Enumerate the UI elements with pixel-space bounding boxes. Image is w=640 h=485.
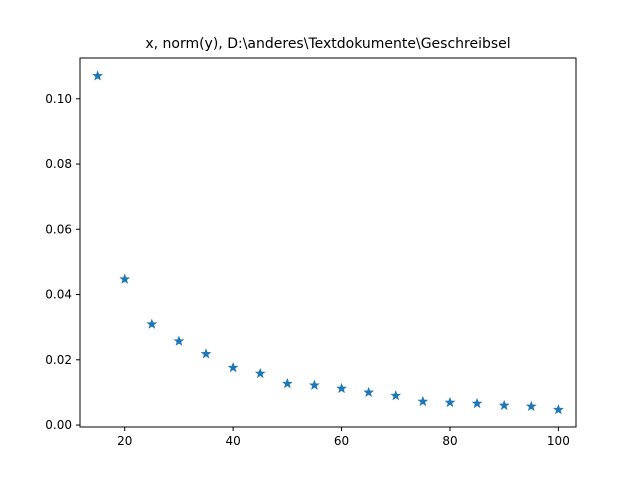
chart-title: x, norm(y), D:\anderes\Textdokumente\Ges… bbox=[145, 36, 510, 52]
plot-area: 20 40 60 80 100 0.00 0.02 0.04 0.06 0.08 0.10 bbox=[45, 57, 577, 448]
y-tick-label: 0.04 bbox=[45, 288, 72, 302]
data-point bbox=[92, 70, 104, 81]
data-point bbox=[254, 367, 266, 379]
data-point bbox=[552, 404, 564, 415]
data-point bbox=[227, 361, 239, 373]
x-tick-label: 100 bbox=[547, 434, 570, 448]
data-point bbox=[498, 399, 510, 411]
y-tick-label: 0.08 bbox=[45, 157, 72, 171]
y-tick-label: 0.02 bbox=[45, 353, 72, 367]
x-tick-label: 80 bbox=[442, 434, 457, 448]
data-point bbox=[417, 395, 429, 407]
x-tick-label: 60 bbox=[334, 434, 349, 448]
axes-frame bbox=[79, 57, 577, 428]
y-tick-label: 0.00 bbox=[45, 418, 72, 432]
data-point bbox=[363, 386, 375, 397]
data-point bbox=[281, 377, 293, 389]
data-point bbox=[146, 318, 158, 329]
data-point bbox=[471, 397, 483, 409]
data-point bbox=[173, 335, 185, 346]
data-point bbox=[444, 396, 456, 408]
data-point bbox=[336, 382, 347, 394]
data-point bbox=[119, 273, 131, 284]
data-point bbox=[309, 379, 320, 390]
data-point bbox=[525, 400, 537, 412]
y-tick-label: 0.06 bbox=[45, 222, 72, 236]
x-tick-label: 40 bbox=[225, 434, 240, 448]
x-tick-label: 20 bbox=[117, 434, 132, 448]
data-point bbox=[390, 390, 402, 401]
y-tick-label: 0.10 bbox=[45, 92, 72, 106]
data-point bbox=[200, 348, 212, 359]
